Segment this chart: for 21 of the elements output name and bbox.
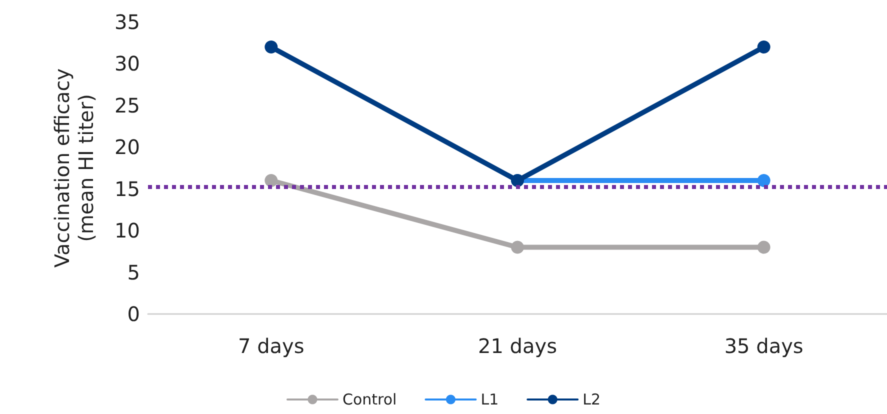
y-tick-label: 5 <box>127 260 140 284</box>
x-tick-label: 21 days <box>478 334 558 358</box>
x-tick-label: 7 days <box>238 334 304 358</box>
y-tick-label: 25 <box>114 93 140 118</box>
point <box>264 174 278 188</box>
point <box>264 40 278 54</box>
y-tick-label: 0 <box>127 302 140 326</box>
y-tick-label: 20 <box>114 135 140 160</box>
y-tick-label: 10 <box>114 218 140 243</box>
point <box>757 240 770 254</box>
legend-label: Control <box>342 390 397 408</box>
y-axis-title: Vaccination efficacy (mean HI titer) <box>50 68 98 268</box>
point <box>511 240 524 254</box>
legend-label: L2 <box>582 390 601 408</box>
x-tick-label: 35 days <box>724 334 804 358</box>
point <box>757 40 770 54</box>
legend-label: L1 <box>480 390 499 408</box>
y-tick-label: 15 <box>114 176 140 201</box>
point <box>757 174 770 188</box>
y-tick-label: 35 <box>114 10 140 34</box>
y-tick-label: 30 <box>114 52 140 76</box>
